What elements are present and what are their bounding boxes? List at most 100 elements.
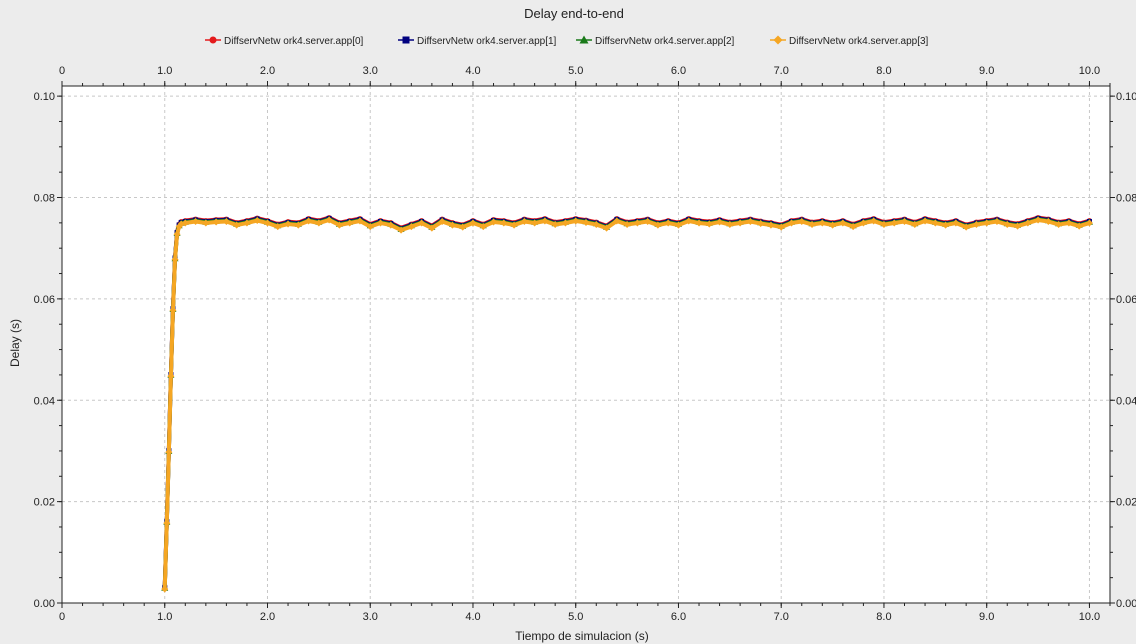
data-point [263, 219, 271, 227]
data-point [705, 220, 713, 228]
data-point [572, 217, 580, 225]
data-point [623, 221, 631, 229]
data-point [253, 217, 261, 225]
x-tick-label-top: 5.0 [568, 65, 583, 77]
y-tick-label-left: 0.10 [34, 91, 55, 103]
legend-marker [402, 36, 410, 44]
data-point [1075, 222, 1083, 230]
data-point [685, 217, 693, 225]
data-point [613, 217, 621, 225]
legend-label: DiffservNetw ork4.server.app[0] [224, 36, 364, 47]
x-tick-label-top: 10.0 [1079, 65, 1100, 77]
x-tick-label-bottom: 10.0 [1079, 611, 1100, 623]
data-point [1034, 216, 1042, 224]
x-tick-label-bottom: 4.0 [465, 611, 480, 623]
legend-marker [209, 36, 217, 44]
legend-marker [773, 35, 783, 45]
data-point [633, 219, 641, 227]
grid-lines [62, 86, 1110, 603]
y-tick-label-left: 0.00 [34, 598, 55, 610]
data-point [171, 256, 179, 264]
data-point [520, 218, 528, 226]
data-point [387, 221, 395, 229]
series-layer [161, 215, 1093, 593]
data-point [972, 221, 980, 229]
series-3 [161, 216, 1093, 593]
data-point [169, 306, 177, 314]
legend-marker [579, 35, 589, 44]
legend-label: DiffservNetw ork4.server.app[2] [595, 36, 735, 47]
data-point [798, 218, 806, 226]
data-point [746, 218, 754, 226]
data-point [603, 224, 611, 232]
data-point [859, 219, 867, 227]
data-point [222, 218, 230, 226]
data-point [165, 448, 173, 456]
data-point [757, 220, 765, 228]
data-point [839, 219, 847, 227]
x-tick-label-bottom: 8.0 [876, 611, 891, 623]
x-tick-label-bottom: 6.0 [671, 611, 686, 623]
data-point [202, 219, 210, 227]
data-point [377, 219, 385, 227]
data-point [1055, 221, 1063, 229]
data-point [305, 217, 313, 225]
y-tick-label-right: 0.04 [1116, 395, 1136, 407]
data-point [479, 223, 487, 231]
data-point [767, 221, 775, 229]
y-tick-label-left: 0.04 [34, 395, 55, 407]
data-point [818, 219, 826, 227]
data-point [561, 219, 569, 227]
data-point [911, 221, 919, 229]
y-tick-label-right: 0.02 [1116, 497, 1136, 509]
y-axis-label: Delay (s) [8, 319, 22, 367]
x-axis-label: Tiempo de simulacion (s) [515, 629, 649, 643]
data-point [459, 223, 467, 231]
y-tick-label-left: 0.08 [34, 193, 55, 205]
x-tick-label-top: 2.0 [260, 65, 275, 77]
data-point [294, 221, 302, 229]
y-tick-label-right: 0.00 [1116, 598, 1136, 610]
data-point [942, 221, 950, 229]
y-tick-label-right: 0.10 [1116, 91, 1136, 103]
chart-title: Delay end-to-end [524, 6, 624, 21]
data-point [664, 219, 672, 227]
x-tick-label-top: 9.0 [979, 65, 994, 77]
data-point [716, 218, 724, 226]
x-tick-label-bottom: 9.0 [979, 611, 994, 623]
data-point [993, 218, 1001, 226]
x-tick-label-top: 3.0 [363, 65, 378, 77]
data-point [777, 223, 785, 231]
data-point [418, 219, 426, 227]
data-point [1085, 219, 1093, 227]
data-point [551, 221, 559, 229]
data-point [870, 217, 878, 225]
data-point [654, 221, 662, 229]
data-point [983, 219, 991, 227]
data-point [890, 219, 898, 227]
x-tick-label-top: 7.0 [774, 65, 789, 77]
data-point [510, 221, 518, 229]
data-point [582, 219, 590, 227]
axes: 0 0 1.0 1.0 2.0 2.0 3.0 3.0 4.0 4.0 5.0 5.0 6.0 6.0 7.… [34, 65, 1136, 623]
data-point [346, 219, 354, 227]
data-point [787, 219, 795, 227]
data-point [1014, 222, 1022, 230]
x-tick-label-top: 4.0 [465, 65, 480, 77]
data-point [490, 218, 498, 226]
x-tick-label-top: 6.0 [671, 65, 686, 77]
data-point [1044, 218, 1052, 226]
data-point [438, 218, 446, 226]
chart-legend: DiffservNetw ork4.server.app[0] DiffservN… [205, 35, 929, 47]
data-point [407, 223, 415, 231]
x-tick-label-bottom: 7.0 [774, 611, 789, 623]
legend-label: DiffservNetw ork4.server.app[3] [789, 36, 929, 47]
data-point [161, 585, 169, 593]
x-tick-label-top: 8.0 [876, 65, 891, 77]
x-tick-label-top: 1.0 [157, 65, 172, 77]
data-point [531, 219, 539, 227]
data-point [243, 219, 251, 227]
data-point [366, 223, 374, 231]
data-point [921, 217, 929, 225]
